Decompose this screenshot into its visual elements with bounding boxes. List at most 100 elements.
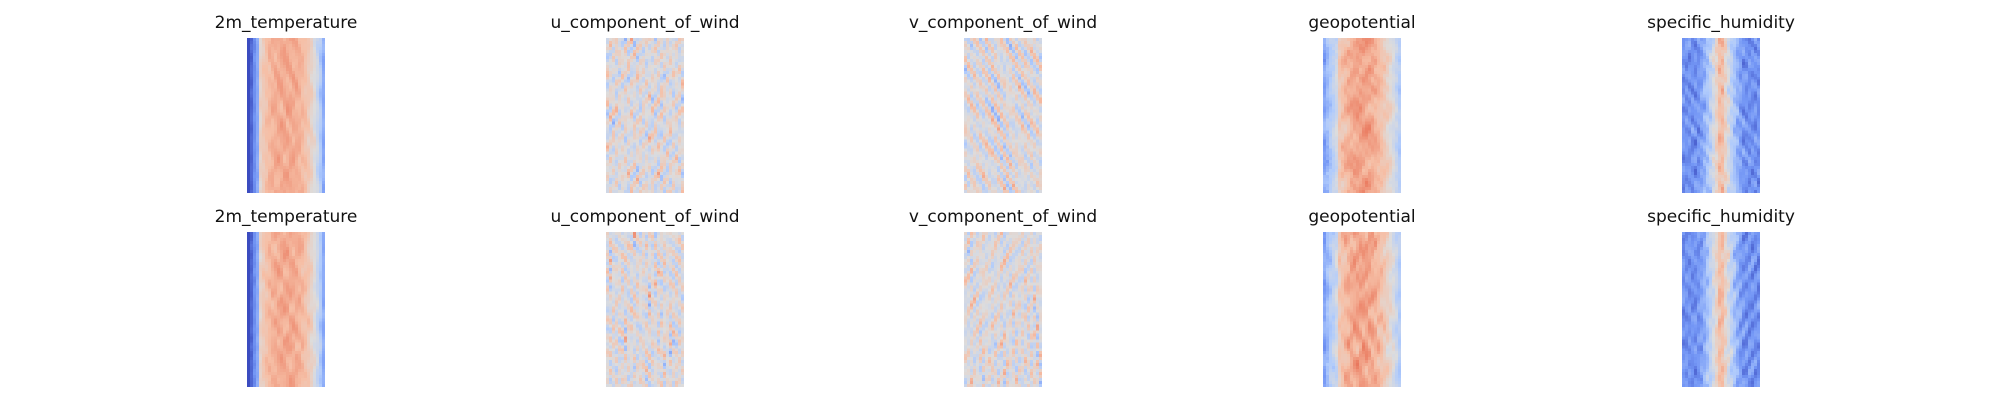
heatmap-cell bbox=[615, 184, 619, 188]
heatmap-cell bbox=[1335, 112, 1339, 116]
heatmap-cell bbox=[1012, 61, 1016, 66]
heatmap-cell bbox=[976, 118, 980, 122]
heatmap-cell bbox=[976, 112, 980, 116]
heatmap-cell bbox=[1012, 94, 1016, 99]
heatmap-cell bbox=[1033, 112, 1037, 116]
heatmap-cell bbox=[618, 40, 622, 45]
heatmap-cell bbox=[1009, 127, 1013, 131]
heatmap-cell bbox=[979, 82, 983, 87]
heatmap-cell bbox=[274, 130, 278, 134]
heatmap-cell bbox=[1326, 76, 1330, 81]
heatmap-cell bbox=[268, 112, 272, 116]
heatmap-cell bbox=[304, 136, 308, 140]
heatmap-cell bbox=[657, 169, 661, 173]
heatmap-cell bbox=[654, 163, 658, 167]
heatmap-cell bbox=[310, 181, 314, 185]
heatmap-cell bbox=[651, 148, 655, 152]
heatmap-cell bbox=[247, 127, 251, 131]
heatmap-cell bbox=[313, 38, 317, 42]
heatmap-cell bbox=[1332, 38, 1336, 42]
heatmap-cell bbox=[1389, 130, 1393, 134]
heatmap-cell bbox=[322, 97, 325, 101]
heatmap-cell bbox=[678, 94, 682, 99]
heatmap-cell bbox=[1347, 97, 1351, 101]
heatmap-cell bbox=[964, 139, 968, 143]
heatmap-cell bbox=[973, 163, 977, 167]
heatmap-cell bbox=[642, 106, 646, 110]
heatmap-cell bbox=[262, 169, 266, 173]
heatmap-cell bbox=[277, 43, 281, 48]
heatmap-cell bbox=[651, 163, 655, 167]
heatmap-cell bbox=[259, 38, 263, 42]
heatmap-cell bbox=[1009, 142, 1013, 146]
heatmap-cell bbox=[609, 157, 613, 161]
heatmap-cell bbox=[663, 136, 667, 140]
heatmap-cell bbox=[967, 91, 971, 96]
heatmap-cell bbox=[268, 109, 272, 113]
heatmap-cell bbox=[313, 73, 317, 78]
heatmap-cell bbox=[618, 112, 622, 116]
heatmap-cell bbox=[970, 85, 974, 90]
heatmap-cell bbox=[642, 103, 646, 107]
heatmap-cell bbox=[988, 55, 992, 60]
heatmap-cell bbox=[259, 169, 263, 173]
heatmap-cell bbox=[678, 43, 682, 48]
heatmap-cell bbox=[1024, 82, 1028, 87]
heatmap-cell bbox=[982, 82, 986, 87]
heatmap-cell bbox=[1356, 109, 1360, 113]
heatmap-cell bbox=[1338, 100, 1342, 104]
heatmap-cell bbox=[1380, 97, 1384, 101]
heatmap-cell bbox=[313, 166, 317, 170]
heatmap-cell bbox=[967, 97, 971, 101]
heatmap-cell bbox=[295, 103, 299, 107]
heatmap-cell bbox=[301, 118, 305, 122]
heatmap-cell bbox=[976, 175, 980, 179]
heatmap-cell bbox=[262, 130, 266, 134]
heatmap-cell bbox=[988, 97, 992, 101]
heatmap-cell bbox=[280, 133, 284, 137]
heatmap-cell bbox=[1335, 97, 1339, 101]
heatmap-cell bbox=[615, 163, 619, 167]
heatmap-cell bbox=[630, 115, 634, 119]
heatmap-cell bbox=[259, 190, 263, 193]
heatmap-cell bbox=[630, 55, 634, 60]
heatmap-cell bbox=[1377, 97, 1381, 101]
heatmap-cell bbox=[283, 169, 287, 173]
heatmap-cell bbox=[301, 121, 305, 125]
heatmap-cell bbox=[1015, 88, 1019, 93]
heatmap-cell bbox=[636, 79, 640, 84]
heatmap-cell bbox=[636, 181, 640, 185]
heatmap-cell bbox=[606, 64, 610, 69]
heatmap-cell bbox=[1039, 46, 1042, 51]
heatmap-cell bbox=[627, 55, 631, 60]
heatmap-cell bbox=[633, 127, 637, 131]
heatmap-cell bbox=[985, 76, 989, 81]
heatmap-cell bbox=[280, 163, 284, 167]
heatmap-cell bbox=[964, 172, 968, 176]
heatmap-cell bbox=[666, 97, 670, 101]
heatmap-cell bbox=[313, 157, 317, 161]
heatmap-cell bbox=[612, 112, 616, 116]
heatmap-cell bbox=[630, 124, 634, 128]
heatmap-cell bbox=[307, 190, 311, 193]
heatmap-cell bbox=[310, 70, 314, 75]
heatmap-cell bbox=[316, 115, 320, 119]
heatmap-cell bbox=[1365, 112, 1369, 116]
heatmap-cell bbox=[1359, 118, 1363, 122]
heatmap-cell bbox=[606, 49, 610, 54]
heatmap-cell bbox=[985, 124, 989, 128]
heatmap-cell bbox=[967, 73, 971, 78]
heatmap-cell bbox=[675, 124, 679, 128]
heatmap-cell bbox=[1392, 118, 1396, 122]
heatmap-cell bbox=[277, 91, 281, 96]
heatmap-cell bbox=[1365, 64, 1369, 69]
heatmap-cell bbox=[1015, 154, 1019, 158]
heatmap-cell bbox=[1003, 124, 1007, 128]
heatmap-cell bbox=[630, 103, 634, 107]
heatmap-cell bbox=[295, 130, 299, 134]
heatmap-cell bbox=[295, 70, 299, 75]
heatmap-cell bbox=[976, 97, 980, 101]
heatmap-cell bbox=[645, 82, 649, 87]
heatmap-cell bbox=[636, 124, 640, 128]
heatmap-cell bbox=[645, 79, 649, 84]
